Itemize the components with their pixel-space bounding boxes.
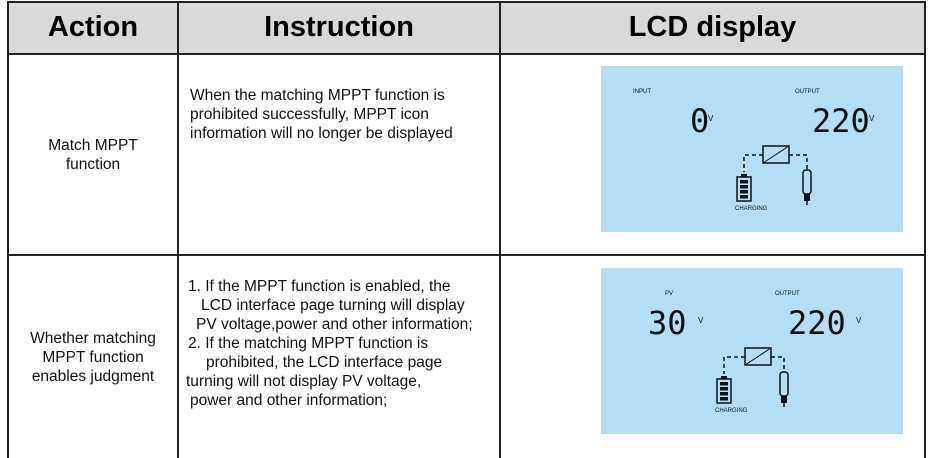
link-line — [723, 356, 745, 374]
battery-bar — [740, 190, 748, 194]
battery-bar — [720, 397, 728, 401]
instruction-text: turning will not display PV voltage, — [186, 373, 422, 390]
lcd-unit: V — [708, 114, 714, 123]
battery-icon — [741, 174, 747, 177]
link-line — [789, 154, 808, 170]
header-cell: Action — [8, 2, 178, 55]
battery-icon — [736, 176, 752, 202]
battery-icon — [721, 376, 727, 379]
lcd-unit: V — [869, 114, 875, 123]
action-text: MPPT function — [42, 348, 144, 366]
lcd-label: OUTPUT — [775, 291, 800, 297]
border — [7, 1, 9, 458]
border — [177, 1, 179, 458]
action-text: Match MPPT — [48, 137, 138, 154]
bulb-base — [781, 396, 787, 403]
bulb-icon — [802, 169, 812, 195]
border — [8, 1, 925, 3]
inverter-slash — [762, 145, 790, 164]
link-line — [743, 154, 763, 172]
battery-bar — [740, 185, 748, 189]
border — [499, 1, 501, 458]
lcd-digits: 0 — [690, 102, 709, 140]
instruction-text: information will no longer be displayed — [190, 125, 453, 142]
header-cell: LCD display — [500, 2, 925, 55]
action-text: Whether matching — [30, 329, 156, 347]
instruction-text: power and other information; — [190, 392, 388, 409]
battery-bar — [740, 180, 748, 184]
border — [924, 1, 926, 458]
header-cell: Instruction — [178, 2, 500, 55]
lcd-label: CHARGING — [715, 408, 748, 414]
lcd-panel: INPUT 0 V OUTPUT 220 V CHARGING — [601, 66, 903, 232]
lcd-unit: V — [698, 316, 704, 325]
lcd-label: INPUT — [633, 89, 651, 95]
battery-bar — [740, 195, 748, 199]
inverter-slash — [744, 347, 772, 366]
bulb-base — [804, 194, 810, 201]
battery-bar — [720, 382, 728, 386]
link-line — [771, 356, 785, 372]
border — [8, 254, 925, 256]
lcd-digits: 220 — [788, 304, 846, 342]
battery-bar — [720, 387, 728, 391]
battery-icon — [716, 378, 732, 404]
lcd-drawing: PV 30 V OUTPUT 220 V CHARGING — [648, 291, 862, 414]
lcd-digits: 30 — [648, 304, 687, 342]
instruction-text: prohibited, the LCD interface page — [206, 354, 443, 371]
battery-bar — [720, 392, 728, 396]
lcd-panel: PV 30 V OUTPUT 220 V CHARGING — [601, 268, 903, 434]
instruction-text: PV voltage,power and other information; — [196, 316, 473, 333]
action-text: function — [65, 156, 121, 173]
lcd-label: PV — [665, 291, 673, 297]
bulb-icon — [779, 371, 789, 397]
instruction-text: prohibited successfully, MPPT icon — [190, 106, 429, 123]
lcd-unit: V — [856, 316, 862, 325]
lcd-label: CHARGING — [735, 206, 768, 212]
instruction-text: 1. If the MPPT function is enabled, the — [188, 278, 451, 295]
action-text: enables judgment — [31, 367, 155, 385]
instruction-text: When the matching MPPT function is — [190, 87, 445, 104]
lcd-digits: 220 — [812, 102, 870, 140]
instruction-text: LCD interface page turning will display — [201, 297, 465, 314]
instruction-text: 2. If the matching MPPT function is — [188, 335, 429, 352]
lcd-label: OUTPUT — [795, 89, 820, 95]
